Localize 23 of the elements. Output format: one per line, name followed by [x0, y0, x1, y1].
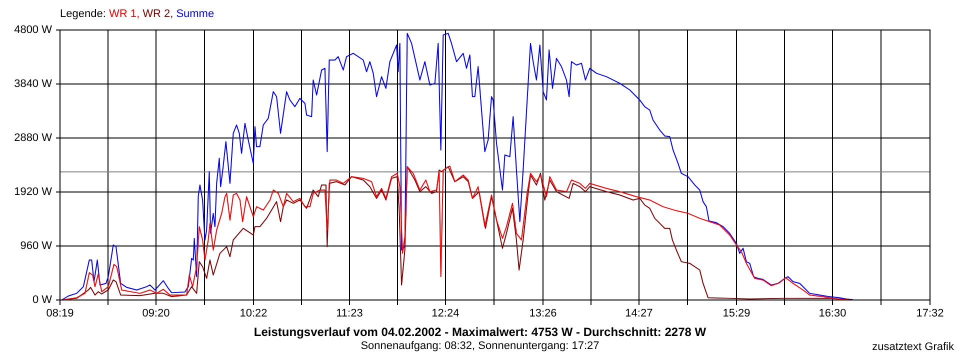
x-tick-label: 11:23 — [336, 308, 363, 320]
y-tick-label: 960 W — [20, 240, 53, 252]
legend-title: Legende: — [60, 8, 106, 20]
x-tick-label: 17:32 — [916, 308, 944, 320]
y-tick-label: 3840 W — [14, 78, 53, 90]
y-tick-label: 2880 W — [14, 132, 53, 144]
x-tick-label: 13:26 — [529, 308, 557, 320]
text: WR 2, — [142, 8, 174, 20]
x-tick-label: 15:29 — [722, 308, 750, 320]
y-tick-label: 1920 W — [14, 186, 53, 198]
text: WR 1, — [108, 8, 140, 20]
x-tick-label: 09:20 — [142, 308, 170, 320]
x-tick-label: 14:27 — [625, 308, 653, 320]
x-tick-label: 08:19 — [46, 308, 74, 320]
text: Sonnenaufgang: 08:32, Sonnenuntergang: 17:27 — [360, 340, 600, 352]
x-tick-label: 10:22 — [240, 308, 268, 320]
y-tick-label: 0 W — [32, 294, 53, 306]
x-tick-label: 16:30 — [818, 308, 846, 320]
y-tick-label: 4800 W — [14, 24, 53, 36]
text: Leistungsverlauf vom 04.02.2002 - Maximalwert: 4753 W - Durchschnitt: 2278 W — [252, 325, 708, 339]
text: zusatztext Grafik — [872, 341, 954, 353]
text: Summe — [176, 8, 214, 20]
x-tick-label: 12:24 — [432, 308, 460, 320]
